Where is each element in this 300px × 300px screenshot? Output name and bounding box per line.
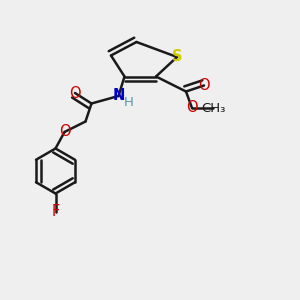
Text: H: H bbox=[124, 96, 134, 109]
Text: O: O bbox=[198, 78, 210, 93]
Text: F: F bbox=[51, 204, 60, 219]
Text: O: O bbox=[59, 124, 70, 140]
Text: S: S bbox=[172, 50, 182, 64]
Text: O: O bbox=[186, 100, 198, 116]
Text: O: O bbox=[69, 85, 81, 100]
Text: CH₃: CH₃ bbox=[201, 101, 225, 115]
Text: N: N bbox=[112, 88, 125, 104]
